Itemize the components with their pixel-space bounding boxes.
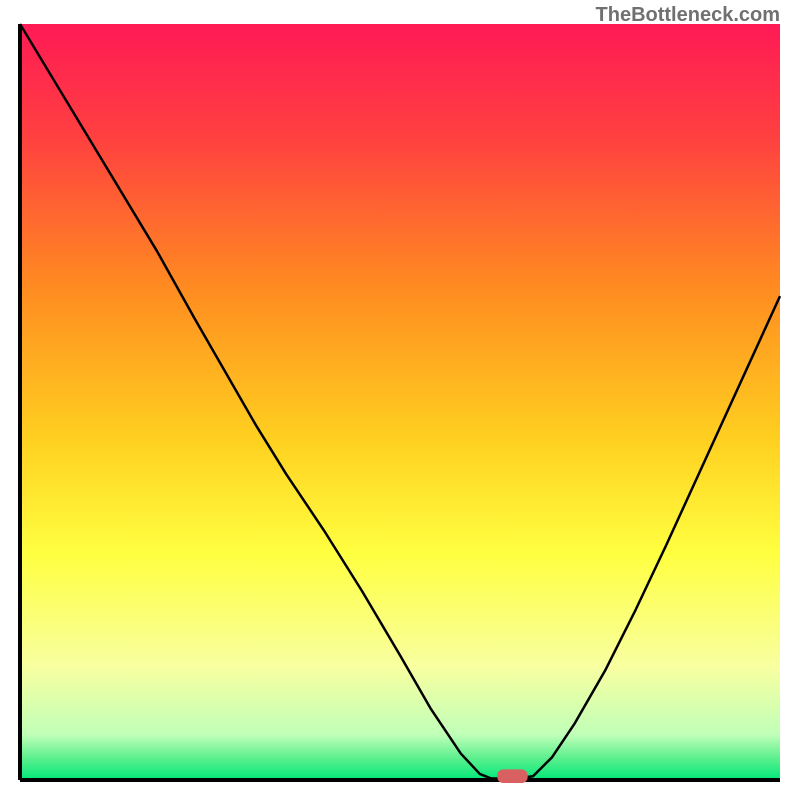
chart-background-gradient [20, 24, 780, 780]
bottleneck-chart: TheBottleneck.com [0, 0, 800, 800]
chart-svg [0, 0, 800, 800]
optimal-marker [497, 769, 527, 783]
watermark-text: TheBottleneck.com [596, 4, 780, 27]
